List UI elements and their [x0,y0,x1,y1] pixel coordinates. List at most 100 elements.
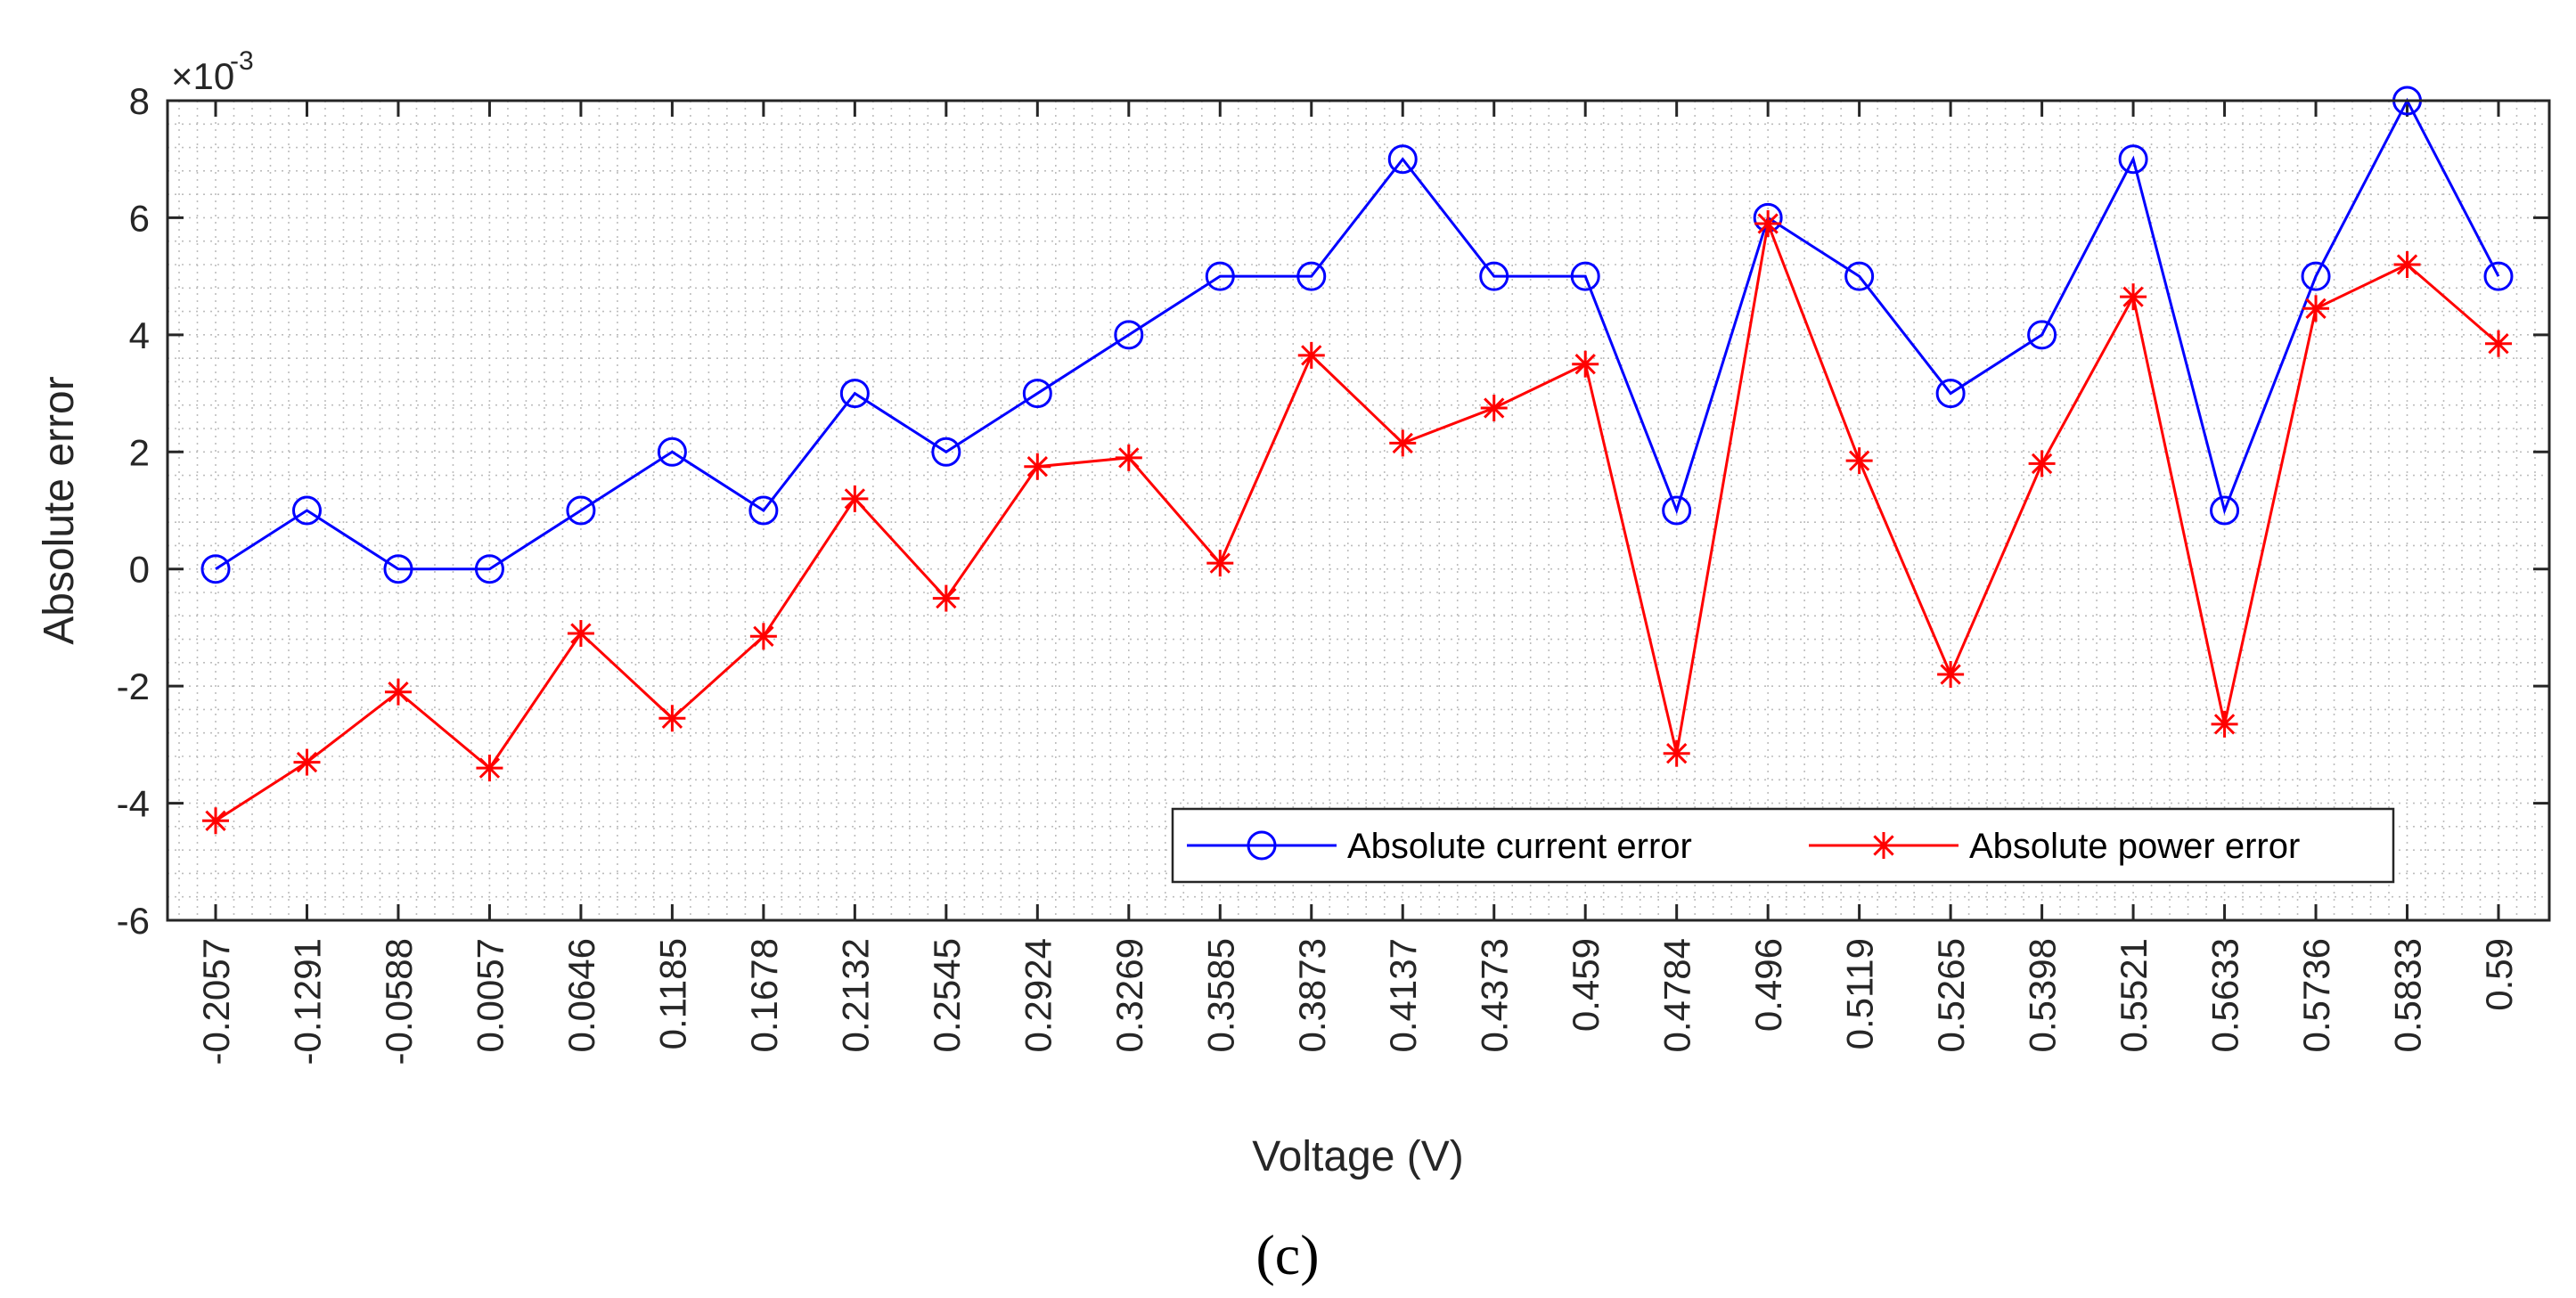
data-point-power [384,678,412,706]
data-point-current [1387,144,1418,175]
x-tick-label: 0.3585 [1199,938,1241,1052]
data-point-power [1845,447,1873,475]
data-point-current [657,437,687,467]
data-point-current [1570,261,1600,291]
data-point-power [1115,444,1142,471]
legend-label-power: Absolute power error [1969,827,2300,866]
data-point-current [2118,144,2148,175]
data-point-current [1022,379,1052,409]
y-tick-label: 0 [129,549,150,591]
data-point-power [1572,350,1599,378]
plot-frame [166,99,2551,922]
series-layer [200,86,2514,835]
x-tick-label: -0.0588 [378,938,420,1065]
x-tick-label: 0.5119 [1839,938,1881,1049]
x-tick-label: 0.0646 [560,938,602,1052]
data-point-power [293,748,321,776]
data-point-power [2302,295,2330,322]
x-tick-label: 0.0057 [469,938,511,1052]
data-point-power [749,623,777,650]
legend-marker-power [1870,832,1897,859]
grid [168,101,2549,920]
x-tick-label: 0.1185 [651,938,693,1049]
y-tick-label: 8 [129,80,150,122]
data-point-power [841,485,869,512]
data-point-power [2211,710,2238,738]
data-point-power [1297,341,1325,369]
data-point-current [748,495,779,526]
x-tick-label: 0.3269 [1108,938,1150,1052]
data-point-current [566,495,596,526]
x-tick-label: -0.2057 [195,938,237,1065]
data-point-current [1479,261,1509,291]
x-tick-label: 0.2132 [834,938,876,1052]
data-point-current [474,554,504,584]
x-tick-label: 0.4137 [1382,938,1424,1052]
data-point-current [2301,261,2331,291]
data-point-current [200,554,231,584]
legend-box [1171,807,2395,884]
x-tick-label: 0.2545 [926,938,968,1052]
data-point-current [383,554,413,584]
x-tick-label: 0.2924 [1017,938,1059,1052]
data-point-current [839,379,870,409]
data-point-power [2028,450,2056,478]
x-tick-label: 0.3873 [1291,938,1333,1052]
figure-caption: (c) [1255,1223,1319,1286]
x-tick-label: 0.5633 [2204,938,2246,1052]
data-point-power [1389,429,1417,457]
y-tick-label: 2 [129,431,150,473]
data-point-power [1206,550,1234,577]
data-point-current [931,437,961,467]
y-tick-label: 4 [129,314,150,356]
data-point-current [2027,320,2057,350]
data-point-power [567,620,594,647]
data-point-power [1480,395,1508,421]
data-point-power [1024,453,1051,480]
legend-label-current: Absolute current error [1347,827,1692,866]
series-line-1 [215,218,2499,822]
x-tick-label: 0.5736 [2295,938,2337,1052]
data-point-power [1754,210,1782,237]
data-point-current [291,495,322,526]
y-tick-label: -6 [117,900,150,942]
data-point-current [1205,261,1235,291]
x-tick-label: -0.1291 [286,938,328,1065]
x-tick-label: 0.4784 [1656,938,1698,1052]
x-tick-labels: -0.2057 -0.1291 -0.0588 0.0057 0.0646 0.1185 0… [195,938,2520,1065]
data-point-power [476,755,503,782]
data-point-power [1663,739,1690,767]
data-point-power [2120,283,2147,311]
x-tick-label: 0.459 [1565,938,1607,1032]
data-point-current [1296,261,1327,291]
x-tick-label: 0.5521 [2113,938,2155,1052]
data-point-power [2485,330,2512,357]
data-point-current [1935,379,1966,409]
data-point-power [932,584,960,612]
y-tick-label: -2 [117,665,150,707]
x-tick-label: 0.5398 [2022,938,2064,1052]
legend-asterisk-glyph [1870,832,1897,859]
x-axis-label: Voltage (V) [1252,1133,1463,1180]
data-point-current [2210,495,2240,526]
data-point-power [658,705,686,732]
plot-area [168,101,2549,920]
x-tick-label: 0.1678 [743,938,785,1052]
y-exponent-power: -3 [230,46,254,76]
y-tick-labels: -6 -4 -2 0 2 4 6 8 [117,80,150,942]
y-tick-label: -4 [117,783,150,825]
data-point-current [2483,261,2514,291]
series-line-0 [215,97,2500,571]
x-tick-label: 0.5833 [2387,938,2429,1052]
y-axis-label: Absolute error [36,376,83,644]
x-tick-label: 0.59 [2478,938,2520,1011]
data-point-power [1937,661,1965,688]
y-exponent-base: ×10 [171,55,234,97]
y-tick-label: 6 [129,197,150,239]
data-point-power [202,807,229,835]
x-tick-label: 0.496 [1747,938,1789,1032]
data-point-current [1662,495,1692,526]
x-tick-label: 0.5265 [1930,938,1972,1052]
legend-marker-current [1247,830,1277,861]
